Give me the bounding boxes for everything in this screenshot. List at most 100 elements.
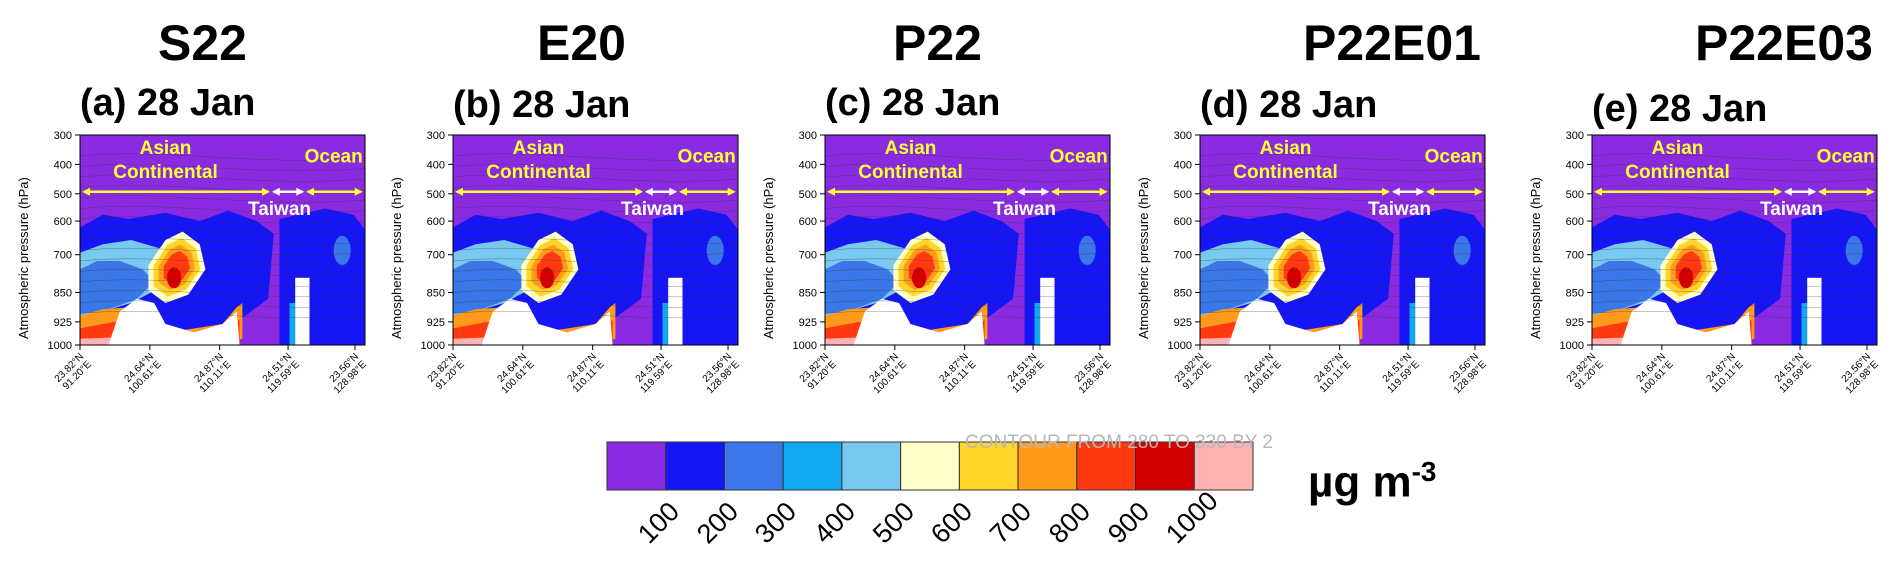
- model-title: P22E03: [1695, 15, 1873, 71]
- x-tick-label: 23.82°N91.20°E: [1565, 351, 1606, 392]
- potential-temperature-contour: [452, 248, 739, 256]
- ocean-arrow-head-right: [1474, 187, 1483, 196]
- taiwan-arrow-head-left: [271, 187, 280, 196]
- potential-temperature-contour: [824, 174, 1111, 182]
- taiwan-terrain-mask: [1415, 277, 1430, 345]
- x-tick-label: 23.82°N91.20°E: [426, 351, 467, 392]
- potential-temperature-contour: [824, 269, 1111, 277]
- potential-temperature-contour: [824, 300, 1111, 308]
- potential-temperature-contour: [1199, 174, 1486, 182]
- potential-temperature-contour: [79, 153, 366, 161]
- region-label-ocean: Ocean: [1050, 146, 1108, 167]
- potential-temperature-contour: [824, 195, 1111, 203]
- region-label-continental: Asian Continental: [113, 138, 218, 183]
- model-title: P22: [893, 15, 982, 71]
- ocean-arrow-head-right: [1866, 187, 1875, 196]
- potential-temperature-contour: [1199, 164, 1486, 172]
- region-label-line: Asian: [140, 138, 192, 159]
- y-tick-label: 700: [1174, 250, 1192, 262]
- y-tick-label: 400: [54, 159, 72, 171]
- y-tick-label: 300: [1566, 130, 1584, 142]
- colorbar-swatch: [723, 441, 784, 491]
- y-tick-label: 500: [1566, 189, 1584, 201]
- potential-temperature-contour: [79, 258, 366, 266]
- surface-taiwan-strip: [1034, 303, 1041, 345]
- region-label-taiwan: Taiwan: [1368, 199, 1431, 220]
- potential-temperature-contour: [1199, 269, 1486, 277]
- taiwan-arrow-head-left: [1016, 187, 1025, 196]
- potential-temperature-contour: [452, 227, 739, 235]
- potential-temperature-contour: [79, 237, 366, 245]
- taiwan-arrow-head-left: [644, 187, 653, 196]
- colorbar-swatch: [1076, 441, 1137, 491]
- region-label-line: Asian: [1652, 138, 1704, 159]
- region-label-line: Continental: [1625, 162, 1730, 183]
- concentration-band-mid: [825, 261, 900, 314]
- potential-temperature-contour: [1199, 311, 1486, 319]
- potential-temperature-contour: [79, 248, 366, 256]
- potential-temperature-contour: [1591, 290, 1878, 298]
- terrain-mask: [1620, 298, 1752, 345]
- colorbar-tick-label: 600: [925, 496, 979, 550]
- plot-frame: [1199, 134, 1486, 346]
- ocean-arrow-head-right: [1099, 187, 1108, 196]
- concentration-band-mid: [1592, 261, 1667, 314]
- region-label-continental: Asian Continental: [858, 138, 963, 183]
- potential-temperature-contour: [1199, 227, 1486, 235]
- potential-temperature-contour: [79, 216, 366, 224]
- potential-temperature-contour: [824, 227, 1111, 235]
- y-tick-label: 925: [1174, 317, 1192, 329]
- potential-temperature-contour: [1199, 206, 1486, 214]
- region-label-line: Continental: [113, 162, 218, 183]
- colorbar-tick-label: 500: [866, 496, 920, 550]
- taiwan-arrow-head-left: [1783, 187, 1792, 196]
- y-tick-label: 850: [1566, 288, 1584, 300]
- y-tick-label: 700: [54, 250, 72, 262]
- y-tick-label: 500: [1174, 189, 1192, 201]
- colorbar-tick-label: 200: [690, 496, 744, 550]
- units-exponent: -3: [1411, 456, 1437, 487]
- surface-taiwan-strip: [1409, 303, 1416, 345]
- potential-temperature-contour: [824, 206, 1111, 214]
- potential-temperature-contour: [824, 248, 1111, 256]
- region-label-ocean: Ocean: [305, 146, 363, 167]
- potential-temperature-contour: [79, 206, 366, 214]
- taiwan-arrow-head-right: [296, 187, 305, 196]
- potential-temperature-contour: [1199, 290, 1486, 298]
- taiwan-arrow-head-right: [669, 187, 678, 196]
- concentration-core: [540, 267, 555, 289]
- y-tick-label: 1000: [1560, 340, 1584, 352]
- y-tick-label: 700: [427, 250, 445, 262]
- potential-temperature-contour: [79, 227, 366, 235]
- heatmap-plot: Asian Continental Taiwan Ocean 300 400 500 600 7…: [1560, 130, 1882, 396]
- potential-temperature-contour: [452, 216, 739, 224]
- colorbar-swatch: [782, 441, 843, 491]
- continental-arrow-head-right: [635, 187, 644, 196]
- region-label-line: Taiwan: [248, 199, 311, 220]
- potential-temperature-contour: [1591, 300, 1878, 308]
- potential-temperature-contour: [79, 290, 366, 298]
- ocean-arrow-head-left: [1051, 187, 1059, 196]
- colorbar-swatch: [665, 441, 725, 491]
- potential-temperature-contour: [824, 237, 1111, 245]
- region-label-line: Ocean: [305, 146, 363, 167]
- colorbar-swatch: [1193, 441, 1254, 491]
- colorbar-tick-label: 400: [807, 496, 861, 550]
- potential-temperature-contour: [79, 311, 366, 319]
- y-tick-label: 300: [1174, 130, 1192, 142]
- panel-title: (a) 28 Jan: [80, 82, 256, 124]
- y-tick-label: 600: [1566, 216, 1584, 228]
- ocean-patch: [1453, 235, 1471, 266]
- colorbar-swatch: [841, 441, 902, 491]
- region-label-line: Asian: [513, 138, 565, 159]
- region-label-continental: Asian Continental: [1233, 138, 1338, 183]
- taiwan-terrain-mask: [1807, 277, 1822, 345]
